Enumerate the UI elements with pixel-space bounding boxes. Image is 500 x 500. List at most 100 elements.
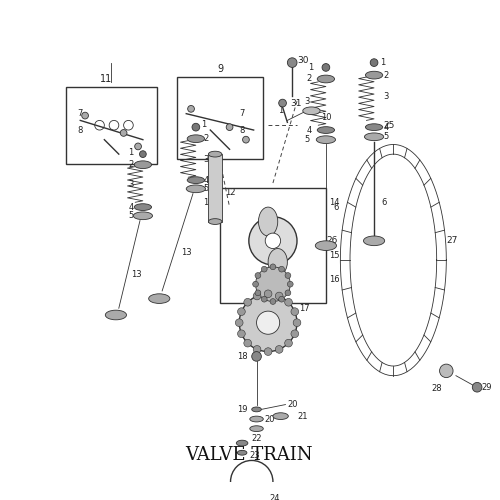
Circle shape	[278, 266, 284, 272]
Circle shape	[265, 233, 280, 248]
Text: 1: 1	[308, 63, 314, 72]
Circle shape	[440, 364, 453, 378]
Text: 1: 1	[128, 148, 134, 156]
Text: 3: 3	[128, 180, 134, 190]
Ellipse shape	[238, 450, 247, 455]
Circle shape	[255, 290, 261, 296]
Circle shape	[242, 136, 250, 143]
Text: 28: 28	[432, 384, 442, 392]
Circle shape	[192, 124, 200, 131]
Text: 3: 3	[304, 96, 310, 106]
Ellipse shape	[208, 218, 222, 224]
Ellipse shape	[236, 440, 248, 446]
Circle shape	[188, 106, 194, 112]
Ellipse shape	[187, 177, 204, 184]
Circle shape	[244, 298, 252, 306]
Text: 5: 5	[128, 212, 134, 220]
Text: 12: 12	[225, 188, 235, 197]
Circle shape	[278, 296, 284, 302]
Circle shape	[255, 272, 261, 278]
Text: 4: 4	[204, 176, 209, 184]
Circle shape	[256, 267, 290, 302]
Ellipse shape	[316, 241, 336, 250]
Text: 2: 2	[306, 74, 312, 84]
Text: 11: 11	[100, 74, 112, 84]
Text: 16: 16	[329, 275, 340, 284]
Text: 7: 7	[78, 109, 83, 118]
Text: 18: 18	[238, 352, 248, 361]
Ellipse shape	[187, 135, 204, 142]
Ellipse shape	[273, 413, 288, 420]
Circle shape	[291, 308, 298, 316]
Circle shape	[264, 348, 272, 356]
Ellipse shape	[208, 151, 222, 157]
Text: 3: 3	[384, 92, 389, 101]
Text: 23: 23	[250, 451, 260, 460]
Text: 16: 16	[202, 198, 213, 207]
Ellipse shape	[364, 236, 384, 246]
Circle shape	[252, 282, 258, 287]
Circle shape	[239, 294, 297, 352]
Circle shape	[370, 59, 378, 66]
Ellipse shape	[366, 72, 382, 79]
Text: 5: 5	[304, 135, 310, 144]
Circle shape	[253, 292, 261, 300]
Circle shape	[285, 272, 291, 278]
Text: 5: 5	[204, 184, 209, 194]
Circle shape	[285, 290, 291, 296]
Text: 1: 1	[200, 120, 206, 129]
Text: 10: 10	[321, 113, 332, 122]
Text: 29: 29	[481, 382, 492, 392]
Text: 15: 15	[329, 251, 340, 260]
Circle shape	[244, 340, 252, 347]
Text: 25: 25	[384, 120, 395, 130]
Text: 13: 13	[182, 248, 192, 257]
Text: 1: 1	[278, 106, 283, 116]
Text: 2: 2	[128, 160, 134, 169]
Bar	[220, 188, 326, 304]
Circle shape	[238, 308, 246, 316]
Circle shape	[262, 266, 267, 272]
Text: 4: 4	[384, 122, 389, 132]
Text: 9: 9	[217, 64, 223, 74]
Text: 8: 8	[78, 126, 83, 134]
Circle shape	[278, 99, 286, 107]
Circle shape	[252, 352, 262, 361]
Bar	[176, 77, 264, 159]
Ellipse shape	[186, 185, 206, 192]
Ellipse shape	[268, 248, 287, 276]
Ellipse shape	[250, 416, 264, 422]
Text: 14: 14	[329, 198, 340, 207]
Text: 30: 30	[297, 56, 308, 65]
Ellipse shape	[317, 126, 334, 134]
Text: 1: 1	[380, 58, 385, 67]
Circle shape	[120, 130, 127, 136]
Circle shape	[288, 58, 297, 68]
Circle shape	[284, 340, 292, 347]
Text: 20: 20	[288, 400, 298, 409]
Text: 5: 5	[384, 132, 389, 141]
Ellipse shape	[258, 207, 278, 236]
Circle shape	[284, 298, 292, 306]
Ellipse shape	[148, 294, 170, 304]
Text: 3: 3	[204, 156, 209, 164]
Circle shape	[256, 311, 280, 334]
Circle shape	[134, 143, 141, 150]
Circle shape	[249, 216, 297, 265]
Text: 20: 20	[264, 414, 275, 424]
Text: 6: 6	[382, 198, 387, 207]
Text: 4: 4	[128, 202, 134, 211]
Circle shape	[270, 298, 276, 304]
Bar	[66, 86, 158, 164]
Text: 19: 19	[238, 405, 248, 414]
Text: 21: 21	[297, 412, 308, 420]
Circle shape	[140, 151, 146, 158]
Text: VALVE TRAIN: VALVE TRAIN	[185, 446, 312, 464]
Circle shape	[238, 330, 246, 338]
Ellipse shape	[364, 133, 384, 140]
Text: 13: 13	[132, 270, 142, 279]
Circle shape	[270, 264, 276, 270]
Text: 24: 24	[269, 494, 280, 500]
Circle shape	[82, 112, 88, 119]
Circle shape	[291, 330, 298, 338]
